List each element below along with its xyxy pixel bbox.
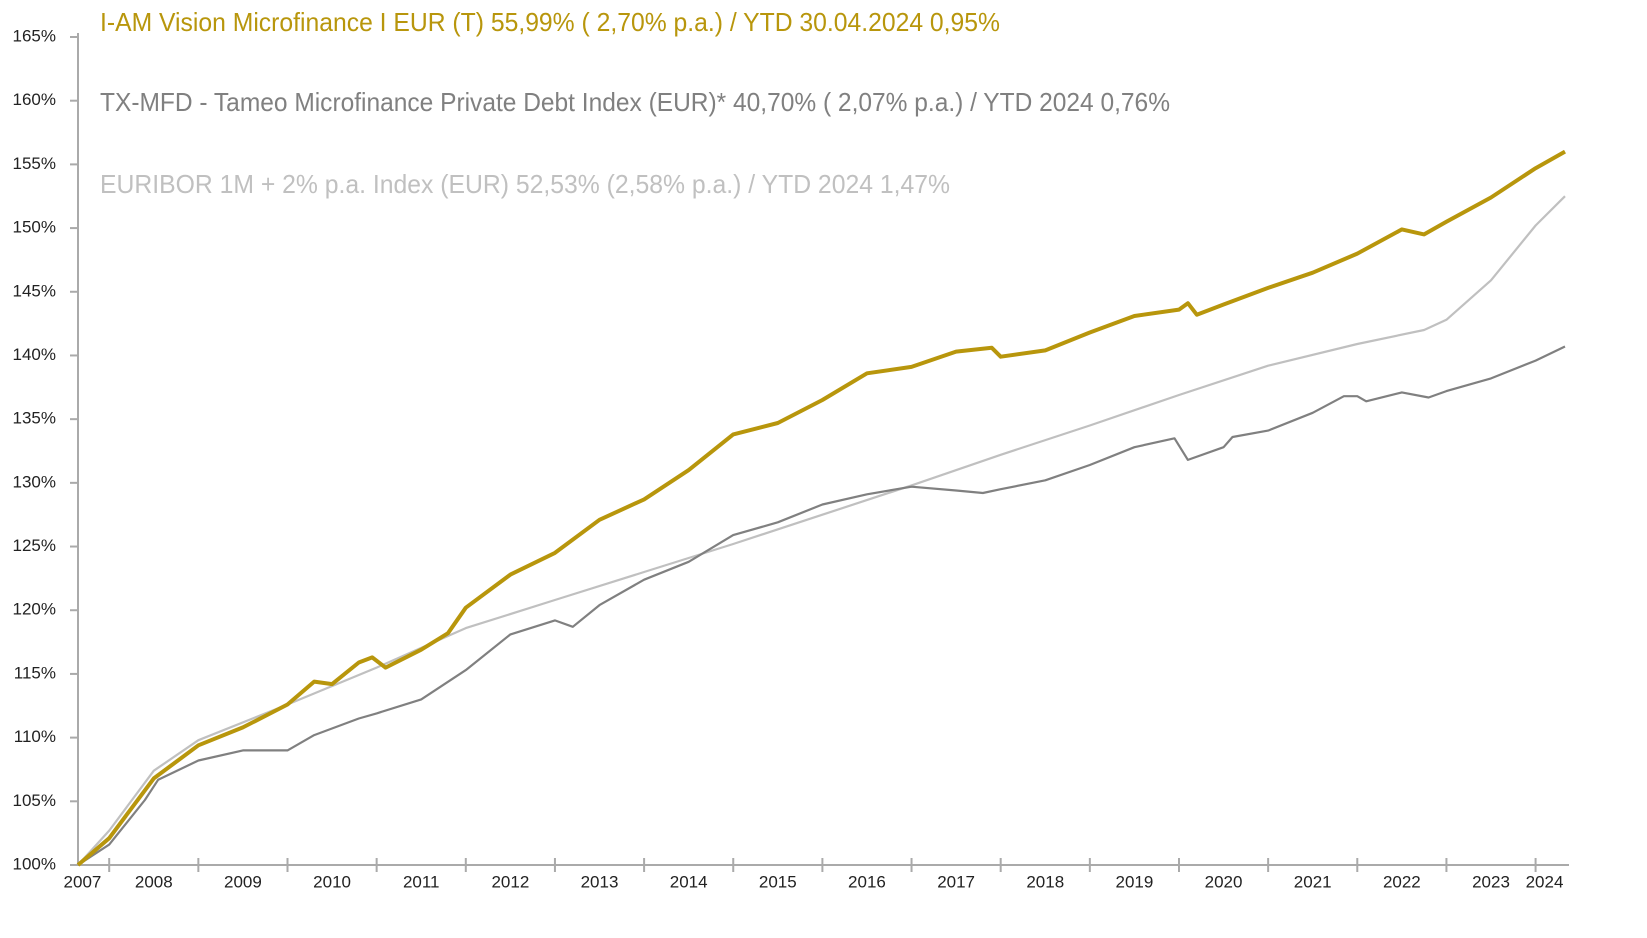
x-tick-label: 2022 <box>1383 872 1421 891</box>
series-line <box>77 345 1566 866</box>
x-tick-label: 2009 <box>224 872 262 891</box>
series-line <box>76 149 1566 867</box>
x-tick-label: 2015 <box>759 872 797 891</box>
legend-label: EURIBOR 1M + 2% p.a. Index (EUR) 52,53% … <box>100 169 950 199</box>
y-tick-label: 145% <box>13 281 56 300</box>
y-tick-label: 140% <box>13 345 56 364</box>
series-line <box>77 195 1566 866</box>
x-tick-label: 2008 <box>135 872 173 891</box>
y-tick-label: 135% <box>13 409 56 428</box>
x-tick-label: 2016 <box>848 872 886 891</box>
x-tick-label: 2014 <box>670 872 708 891</box>
y-tick-label: 150% <box>13 218 56 237</box>
x-tick-label: 2011 <box>403 872 440 891</box>
y-tick-label: 155% <box>13 154 56 173</box>
x-tick-label: 2020 <box>1205 872 1243 891</box>
legend-label: I-AM Vision Microfinance I EUR (T) 55,99… <box>100 7 1000 37</box>
x-tick-label: 2019 <box>1115 872 1153 891</box>
y-tick-label: 105% <box>13 791 56 810</box>
x-tick-label: 2021 <box>1294 872 1332 891</box>
y-tick-label: 160% <box>13 90 56 109</box>
x-tick-label: 2023 <box>1472 872 1510 891</box>
legend-label: TX-MFD - Tameo Microfinance Private Debt… <box>100 87 1170 117</box>
x-tick-label: 2007 <box>64 872 102 891</box>
y-tick-label: 120% <box>13 600 56 619</box>
y-tick-label: 165% <box>13 26 56 45</box>
x-tick-label: 2018 <box>1026 872 1064 891</box>
x-tick-label: 2017 <box>937 872 975 891</box>
x-tick-label: 2012 <box>491 872 529 891</box>
y-tick-label: 130% <box>13 472 56 491</box>
x-tick-label: 2024 <box>1526 872 1564 891</box>
y-tick-label: 100% <box>13 854 56 873</box>
x-tick-label: 2013 <box>581 872 619 891</box>
x-tick-label: 2010 <box>313 872 351 891</box>
y-tick-label: 110% <box>14 727 56 746</box>
y-tick-label: 125% <box>13 536 56 555</box>
y-tick-label: 115% <box>14 663 56 682</box>
